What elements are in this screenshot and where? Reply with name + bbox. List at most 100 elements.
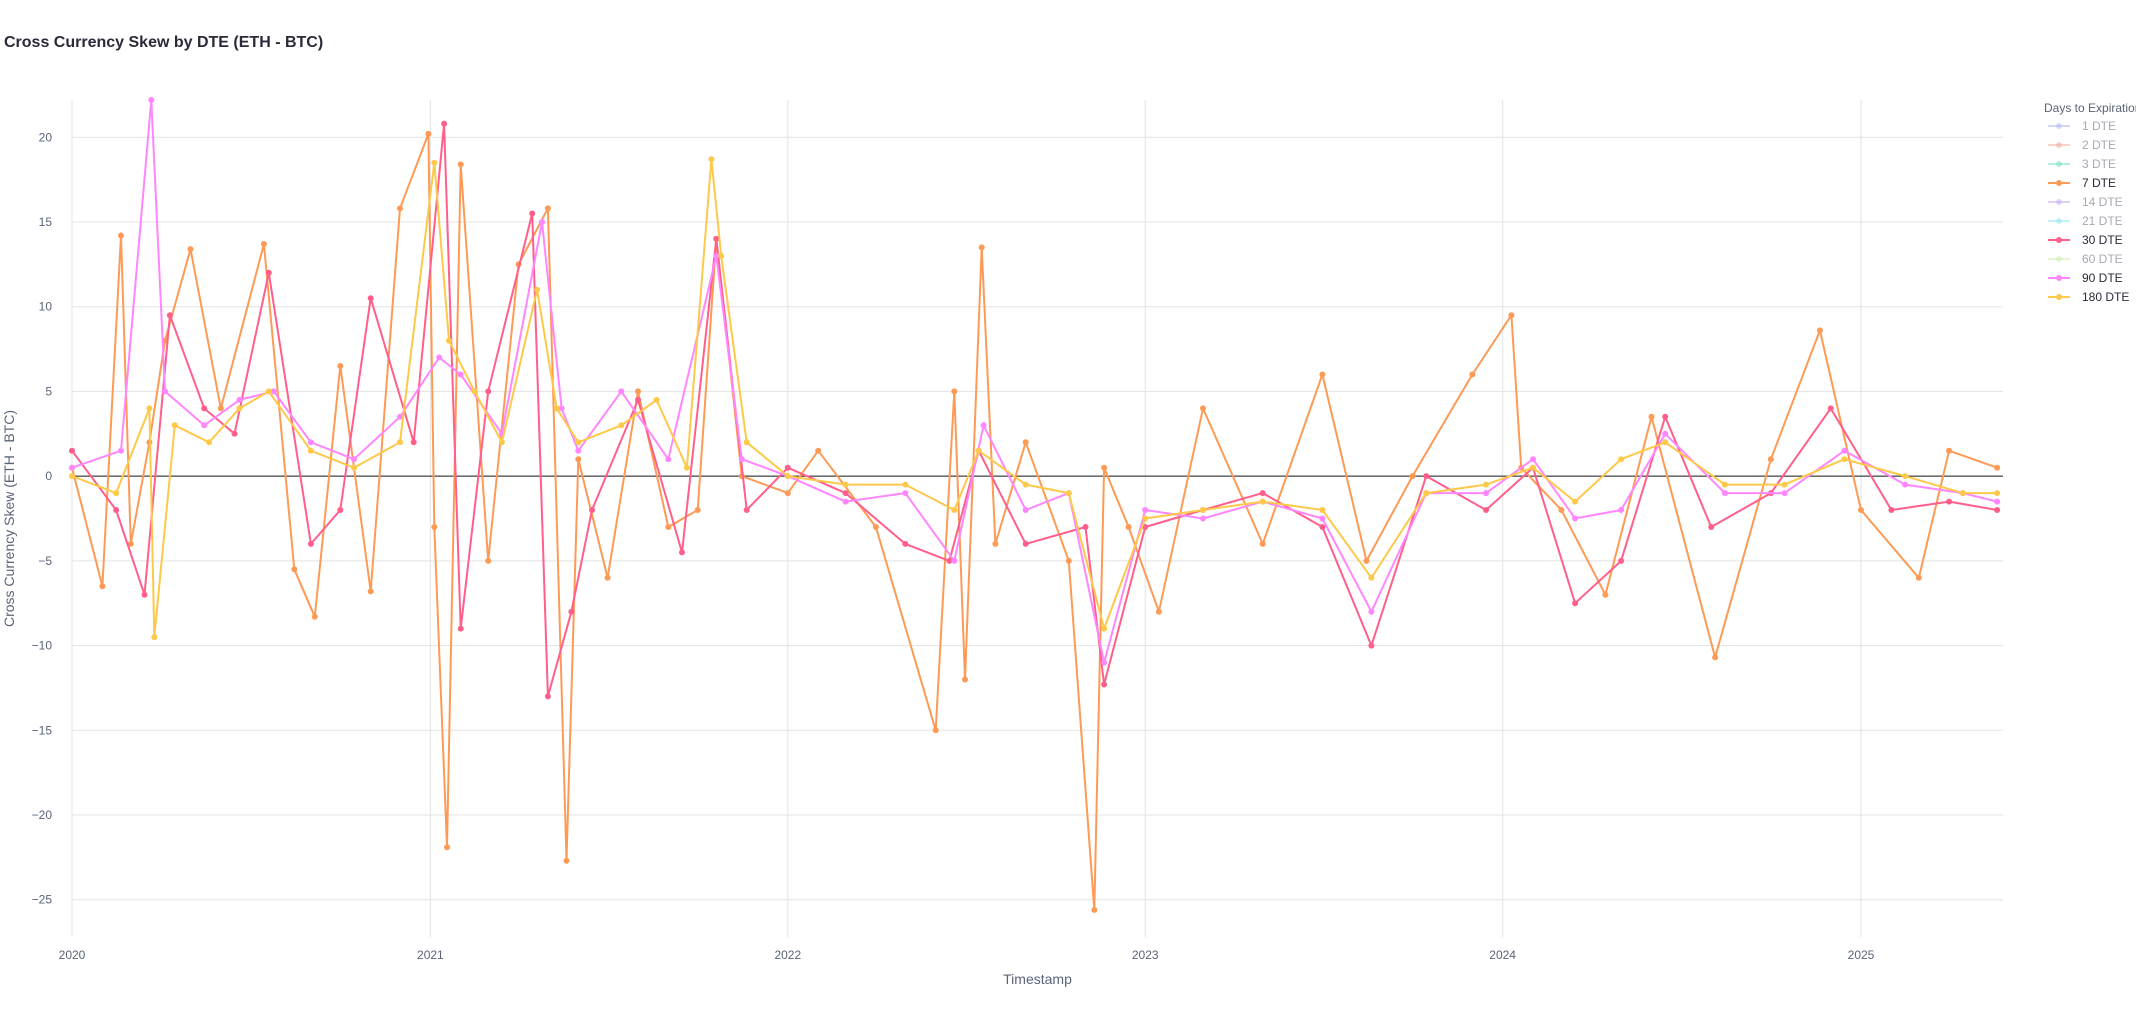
data-point xyxy=(141,591,148,598)
data-point xyxy=(1259,498,1266,505)
x-tick-label: 2021 xyxy=(417,948,444,962)
data-point xyxy=(743,507,750,513)
data-point xyxy=(265,388,272,395)
data-point xyxy=(1902,473,1909,480)
data-point xyxy=(444,844,450,851)
data-point xyxy=(872,524,879,530)
data-point xyxy=(1618,456,1625,463)
data-point xyxy=(485,388,492,395)
data-point xyxy=(1091,906,1098,913)
data-point xyxy=(946,557,953,564)
data-point xyxy=(1959,490,1966,497)
data-point xyxy=(113,507,120,513)
data-point xyxy=(1572,515,1579,522)
data-point xyxy=(151,634,158,641)
data-point xyxy=(708,156,715,163)
data-point xyxy=(1125,524,1132,530)
data-point xyxy=(713,252,720,259)
data-point xyxy=(1142,507,1149,513)
data-point xyxy=(1142,524,1149,530)
data-point xyxy=(270,388,277,395)
data-point xyxy=(1721,481,1728,488)
data-point xyxy=(842,490,849,497)
data-point xyxy=(291,566,298,573)
data-point xyxy=(1767,456,1774,463)
data-point xyxy=(206,439,213,446)
data-point xyxy=(784,464,791,471)
legend-item-3-dte[interactable]: 3 DTE xyxy=(2048,157,2116,171)
data-point xyxy=(1662,430,1669,437)
legend-swatch-marker xyxy=(2056,123,2062,129)
data-point xyxy=(1530,464,1536,471)
data-point xyxy=(1721,490,1728,497)
legend-item-2-dte[interactable]: 2 DTE xyxy=(2048,138,2116,152)
data-point xyxy=(1994,507,2001,513)
legend-item-1-dte[interactable]: 1 DTE xyxy=(2048,119,2116,133)
data-point xyxy=(187,246,194,253)
data-point xyxy=(1618,557,1625,564)
data-point xyxy=(485,557,492,564)
y-tick-label: −10 xyxy=(32,639,53,653)
data-point xyxy=(1662,439,1669,446)
data-point xyxy=(307,540,314,547)
data-point xyxy=(718,252,725,259)
data-point xyxy=(397,439,403,446)
x-axis-title: Timestamp xyxy=(1003,971,1072,987)
data-point xyxy=(367,588,374,595)
y-tick-label: 15 xyxy=(39,215,53,229)
data-point xyxy=(431,159,438,166)
legend-label: 30 DTE xyxy=(2082,233,2123,247)
data-point xyxy=(457,161,464,168)
data-point xyxy=(679,549,685,556)
data-point xyxy=(1781,481,1788,488)
data-point xyxy=(1200,405,1206,412)
series-layer xyxy=(69,97,2001,913)
data-point xyxy=(815,447,822,454)
data-point xyxy=(784,473,791,480)
data-point xyxy=(171,422,178,429)
data-point xyxy=(146,405,153,412)
y-tick-label: −20 xyxy=(32,808,53,822)
data-point xyxy=(1082,524,1089,530)
legend-item-180-dte[interactable]: 180 DTE xyxy=(2048,290,2129,304)
data-point xyxy=(713,235,720,242)
data-point xyxy=(311,613,318,620)
legend-item-60-dte[interactable]: 60 DTE xyxy=(2048,252,2123,266)
data-point xyxy=(436,354,443,361)
data-point xyxy=(201,422,208,429)
data-point xyxy=(441,120,448,127)
data-point xyxy=(1022,439,1029,446)
data-point xyxy=(431,524,438,530)
legend-item-7-dte[interactable]: 7 DTE xyxy=(2048,176,2116,190)
data-point xyxy=(1946,498,1953,505)
data-point xyxy=(498,439,505,446)
legend-label: 1 DTE xyxy=(2082,119,2116,133)
legend-swatch-marker xyxy=(2056,218,2062,224)
data-point xyxy=(1946,447,1953,454)
data-point xyxy=(217,405,224,412)
data-point xyxy=(1558,507,1565,513)
legend-item-14-dte[interactable]: 14 DTE xyxy=(2048,195,2123,209)
legend[interactable]: Days to Expiration 1 DTE 2 DTE 3 DTE 7 DTE 14… xyxy=(2044,101,2136,304)
x-tick-label: 2025 xyxy=(1848,948,1875,962)
legend-label: 21 DTE xyxy=(2082,214,2123,228)
legend-item-90-dte[interactable]: 90 DTE xyxy=(2048,271,2123,285)
data-point xyxy=(1423,473,1430,480)
legend-item-21-dte[interactable]: 21 DTE xyxy=(2048,214,2123,228)
data-point xyxy=(231,430,238,437)
data-point xyxy=(575,439,582,446)
data-point xyxy=(351,464,357,471)
data-point xyxy=(653,396,660,403)
data-point xyxy=(236,396,243,403)
data-point xyxy=(471,388,478,395)
data-point xyxy=(148,97,155,103)
data-point xyxy=(425,130,432,137)
data-point xyxy=(307,439,314,446)
legend-item-30-dte[interactable]: 30 DTE xyxy=(2048,233,2123,247)
data-point xyxy=(635,396,641,403)
data-point xyxy=(1994,490,2001,497)
data-point xyxy=(902,490,909,497)
data-point xyxy=(69,464,75,471)
x-tick-label: 2023 xyxy=(1132,948,1159,962)
